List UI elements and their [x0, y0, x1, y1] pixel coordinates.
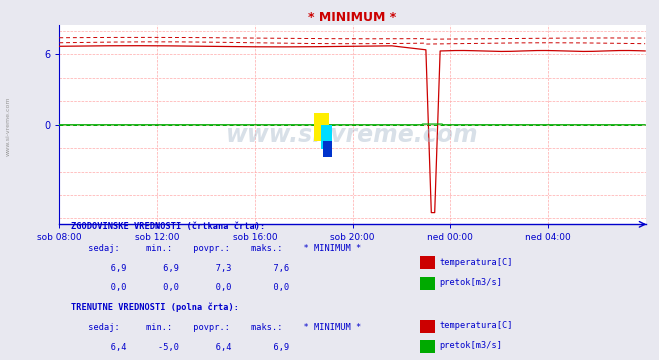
Text: TRENUTNE VREDNOSTI (polna črta):: TRENUTNE VREDNOSTI (polna črta): — [71, 302, 239, 312]
Text: temperatura[C]: temperatura[C] — [440, 258, 513, 267]
Text: sedaj:     min.:    povpr.:    maks.:    * MINIMUM *: sedaj: min.: povpr.: maks.: * MINIMUM * — [83, 323, 361, 332]
Bar — [420, 320, 435, 333]
Bar — [420, 256, 435, 269]
Text: 6,9       6,9       7,3        7,6: 6,9 6,9 7,3 7,6 — [94, 264, 289, 273]
Text: pretok[m3/s]: pretok[m3/s] — [440, 341, 502, 350]
Bar — [314, 113, 329, 141]
Text: sedaj:     min.:    povpr.:    maks.:    * MINIMUM *: sedaj: min.: povpr.: maks.: * MINIMUM * — [83, 244, 361, 253]
Text: 0,0       0,0       0,0        0,0: 0,0 0,0 0,0 0,0 — [94, 283, 289, 292]
Title: * MINIMUM *: * MINIMUM * — [308, 11, 397, 24]
Text: www.si-vreme.com: www.si-vreme.com — [226, 123, 479, 147]
Text: 6,4      -5,0       6,4        6,9: 6,4 -5,0 6,4 6,9 — [94, 342, 289, 351]
Bar — [322, 125, 332, 149]
Text: ZGODOVINSKE VREDNOSTI (črtkana črta):: ZGODOVINSKE VREDNOSTI (črtkana črta): — [71, 222, 266, 231]
Text: temperatura[C]: temperatura[C] — [440, 321, 513, 330]
Text: www.si-vreme.com: www.si-vreme.com — [5, 96, 11, 156]
Bar — [323, 141, 332, 157]
Text: pretok[m3/s]: pretok[m3/s] — [440, 278, 502, 287]
Bar — [420, 277, 435, 290]
Bar — [420, 340, 435, 353]
